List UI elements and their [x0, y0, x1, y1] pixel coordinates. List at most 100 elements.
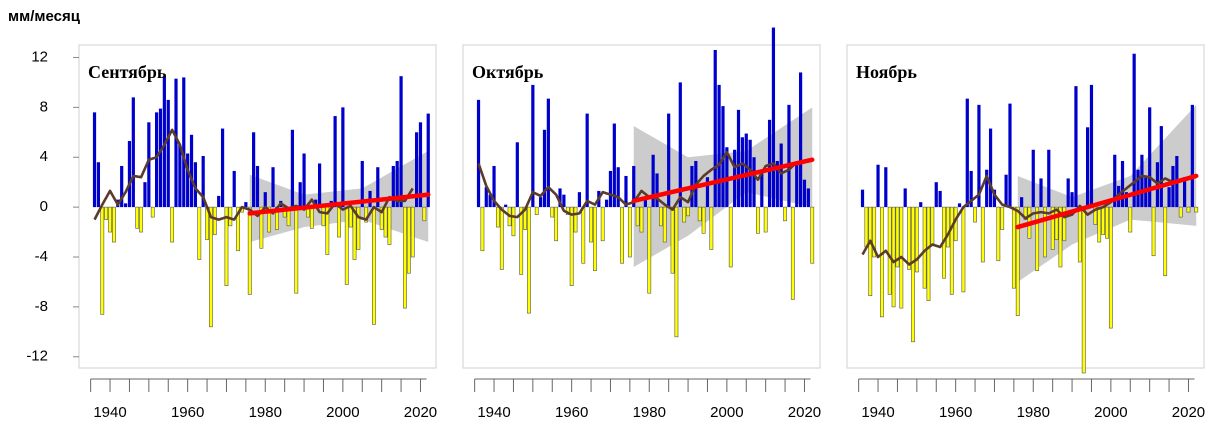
- bar: [651, 154, 655, 208]
- bar: [639, 206, 644, 233]
- panel-frame: [462, 44, 821, 369]
- bar: [876, 164, 880, 208]
- bar: [127, 141, 132, 208]
- bar: [760, 172, 764, 208]
- bar: [1140, 154, 1144, 208]
- bar: [1035, 206, 1040, 272]
- bar: [224, 206, 229, 286]
- bar: [1004, 174, 1008, 208]
- bar: [945, 206, 950, 248]
- bar: [244, 202, 248, 208]
- x-tick-label: 2000: [710, 404, 743, 421]
- panel-frame: [846, 44, 1205, 369]
- bar: [802, 179, 807, 208]
- bar: [197, 206, 202, 260]
- bar: [763, 206, 768, 233]
- bar: [795, 164, 799, 208]
- bar: [756, 206, 760, 234]
- bar: [480, 206, 485, 252]
- bar: [1000, 206, 1005, 230]
- bar: [790, 206, 795, 300]
- bar: [1054, 206, 1059, 240]
- bar: [531, 84, 535, 208]
- bar: [1120, 160, 1125, 208]
- bar: [220, 128, 225, 208]
- bar: [569, 206, 574, 286]
- bar: [232, 170, 236, 208]
- bar: [678, 82, 682, 208]
- bar: [488, 194, 492, 208]
- bar: [1020, 197, 1024, 208]
- panel-title: Ноябрь: [856, 62, 917, 82]
- x-tick-label: 1960: [555, 404, 588, 421]
- bar: [228, 206, 233, 227]
- bar: [1182, 177, 1187, 208]
- bar: [891, 206, 896, 308]
- bar: [352, 206, 357, 260]
- bar: [1081, 206, 1086, 374]
- bar: [717, 84, 721, 208]
- bar: [170, 206, 175, 243]
- bar: [267, 206, 272, 233]
- bar: [713, 49, 717, 208]
- bar: [771, 27, 776, 208]
- bar: [511, 206, 516, 237]
- bar: [403, 206, 407, 309]
- bar: [573, 206, 578, 233]
- x-tick-label: 2020: [404, 404, 437, 421]
- bar: [957, 203, 962, 208]
- bar: [787, 104, 791, 208]
- bar: [247, 206, 252, 295]
- bar: [752, 157, 756, 208]
- bar: [667, 113, 671, 208]
- bar: [589, 206, 593, 243]
- bar: [1178, 206, 1183, 218]
- bar: [150, 206, 155, 218]
- bar: [143, 182, 147, 208]
- bar: [701, 206, 706, 234]
- bar: [919, 202, 923, 208]
- bar: [1128, 206, 1133, 233]
- bar: [212, 206, 217, 235]
- bar: [484, 187, 488, 208]
- bar: [542, 129, 547, 208]
- bar: [969, 170, 973, 208]
- bar: [973, 206, 977, 223]
- bar: [414, 132, 419, 208]
- bar: [1062, 206, 1067, 242]
- bar: [810, 206, 815, 264]
- bar: [585, 113, 589, 208]
- bar: [147, 122, 151, 208]
- bar: [1070, 192, 1074, 208]
- bar: [1186, 206, 1191, 213]
- bar: [620, 206, 624, 264]
- bar: [321, 206, 326, 227]
- bar: [166, 99, 170, 208]
- bar: [744, 133, 748, 208]
- bar: [96, 162, 101, 208]
- bar: [193, 162, 198, 208]
- bar: [674, 206, 679, 338]
- bar: [627, 206, 632, 258]
- bar: [868, 206, 873, 296]
- bar: [1108, 206, 1113, 329]
- bar: [1043, 206, 1047, 258]
- smoothed-line: [477, 150, 798, 219]
- bar: [659, 206, 663, 227]
- bar: [558, 188, 562, 208]
- x-tick-label: 2000: [326, 404, 359, 421]
- x-tick-label: 1980: [633, 404, 666, 421]
- bar: [985, 169, 989, 208]
- panel-title: Октябрь: [472, 62, 544, 82]
- bar: [108, 206, 112, 233]
- bar: [655, 173, 659, 208]
- bar: [577, 192, 582, 208]
- bar: [938, 190, 942, 208]
- bar: [174, 78, 178, 208]
- trend-line: [247, 192, 431, 216]
- bar: [290, 129, 295, 208]
- bar: [395, 160, 399, 208]
- bar: [992, 189, 997, 208]
- bar: [1066, 178, 1070, 208]
- x-tick-label: 2020: [788, 404, 821, 421]
